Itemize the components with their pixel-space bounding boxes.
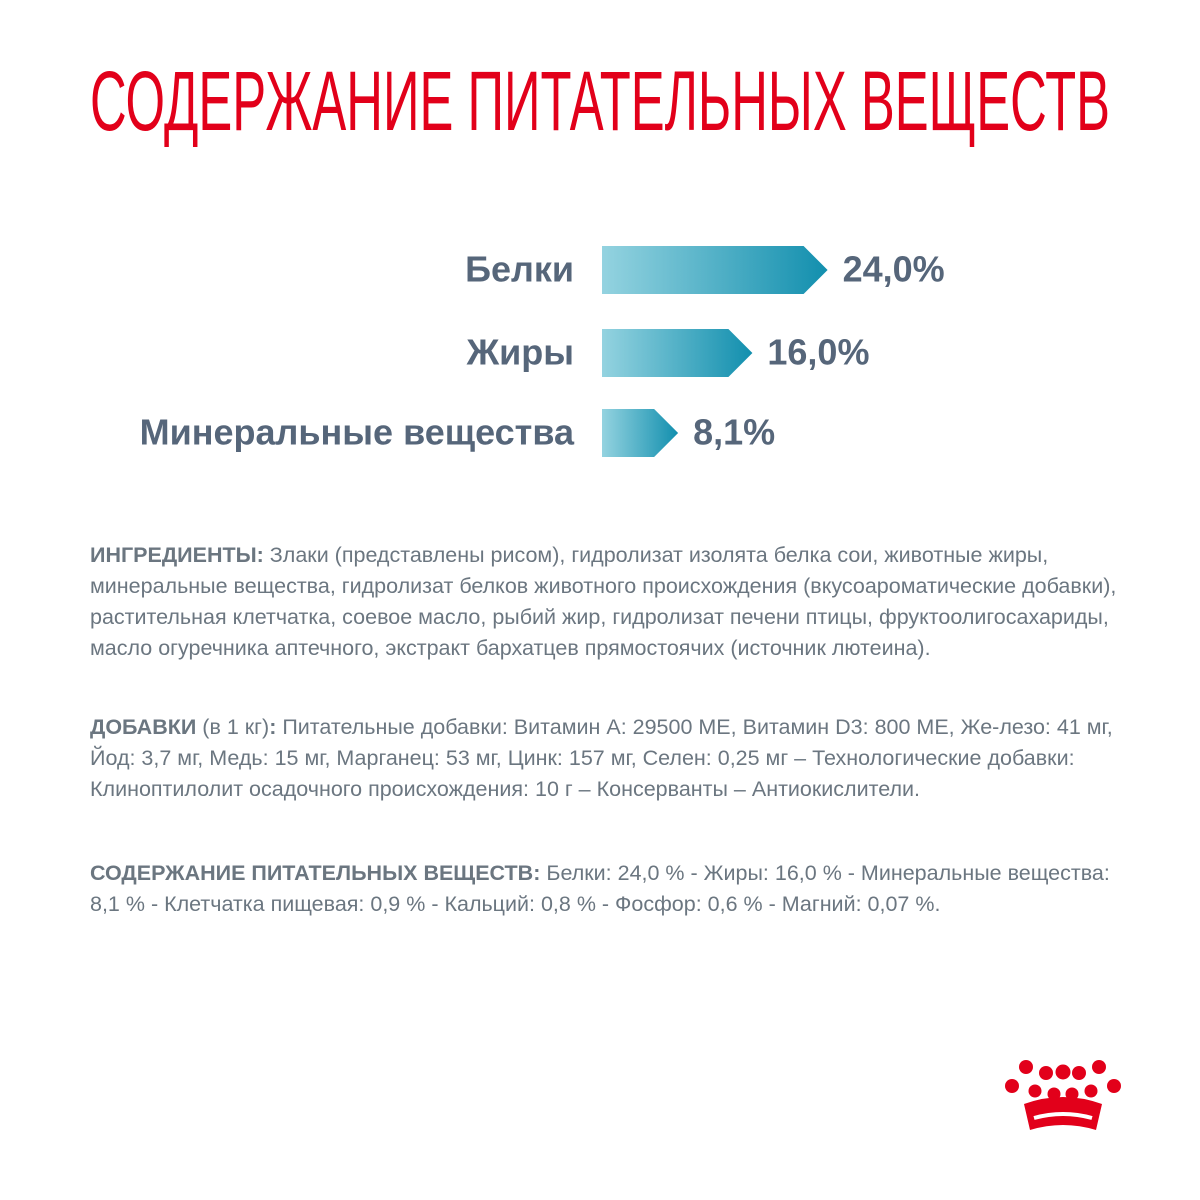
text: Белки: 24,0 % - Жиры: 16,0 % - Минеральн… bbox=[90, 861, 1110, 916]
bold-label: ДОБАВКИ bbox=[90, 715, 197, 739]
text: (в 1 кг) bbox=[196, 715, 270, 739]
paragraph: ИНГРЕДИЕНТЫ: Злаки (представлены рисом),… bbox=[90, 540, 1140, 664]
value-label: 24,0% bbox=[843, 249, 945, 290]
value-label: 8,1% bbox=[693, 412, 775, 453]
bar bbox=[602, 329, 753, 377]
value-label: 16,0% bbox=[767, 332, 869, 373]
bar bbox=[602, 409, 679, 457]
chart-title: СОДЕРЖАНИЕ ПИТАТЕЛЬНЫХ ВЕЩЕСТВ bbox=[90, 54, 1110, 148]
text: Питательные добавки: Витамин А: 29500 МЕ… bbox=[90, 715, 1113, 801]
category-label: Жиры bbox=[466, 332, 574, 373]
bold-label: : bbox=[269, 715, 277, 739]
text: Злаки (представлены рисом), гидролизат и… bbox=[90, 543, 1117, 660]
bold-label: ИНГРЕДИЕНТЫ: bbox=[90, 543, 264, 567]
bar bbox=[602, 246, 828, 294]
paragraph: СОДЕРЖАНИЕ ПИТАТЕЛЬНЫХ ВЕЩЕСТВ: Белки: 2… bbox=[90, 858, 1140, 920]
bold-label: СОДЕРЖАНИЕ ПИТАТЕЛЬНЫХ ВЕЩЕСТВ: bbox=[90, 861, 541, 885]
category-label: Белки bbox=[465, 249, 574, 290]
paragraph: ДОБАВКИ (в 1 кг): Питательные добавки: В… bbox=[90, 712, 1140, 805]
category-label: Минеральные вещества bbox=[140, 412, 575, 453]
logo bbox=[1005, 1060, 1121, 1130]
